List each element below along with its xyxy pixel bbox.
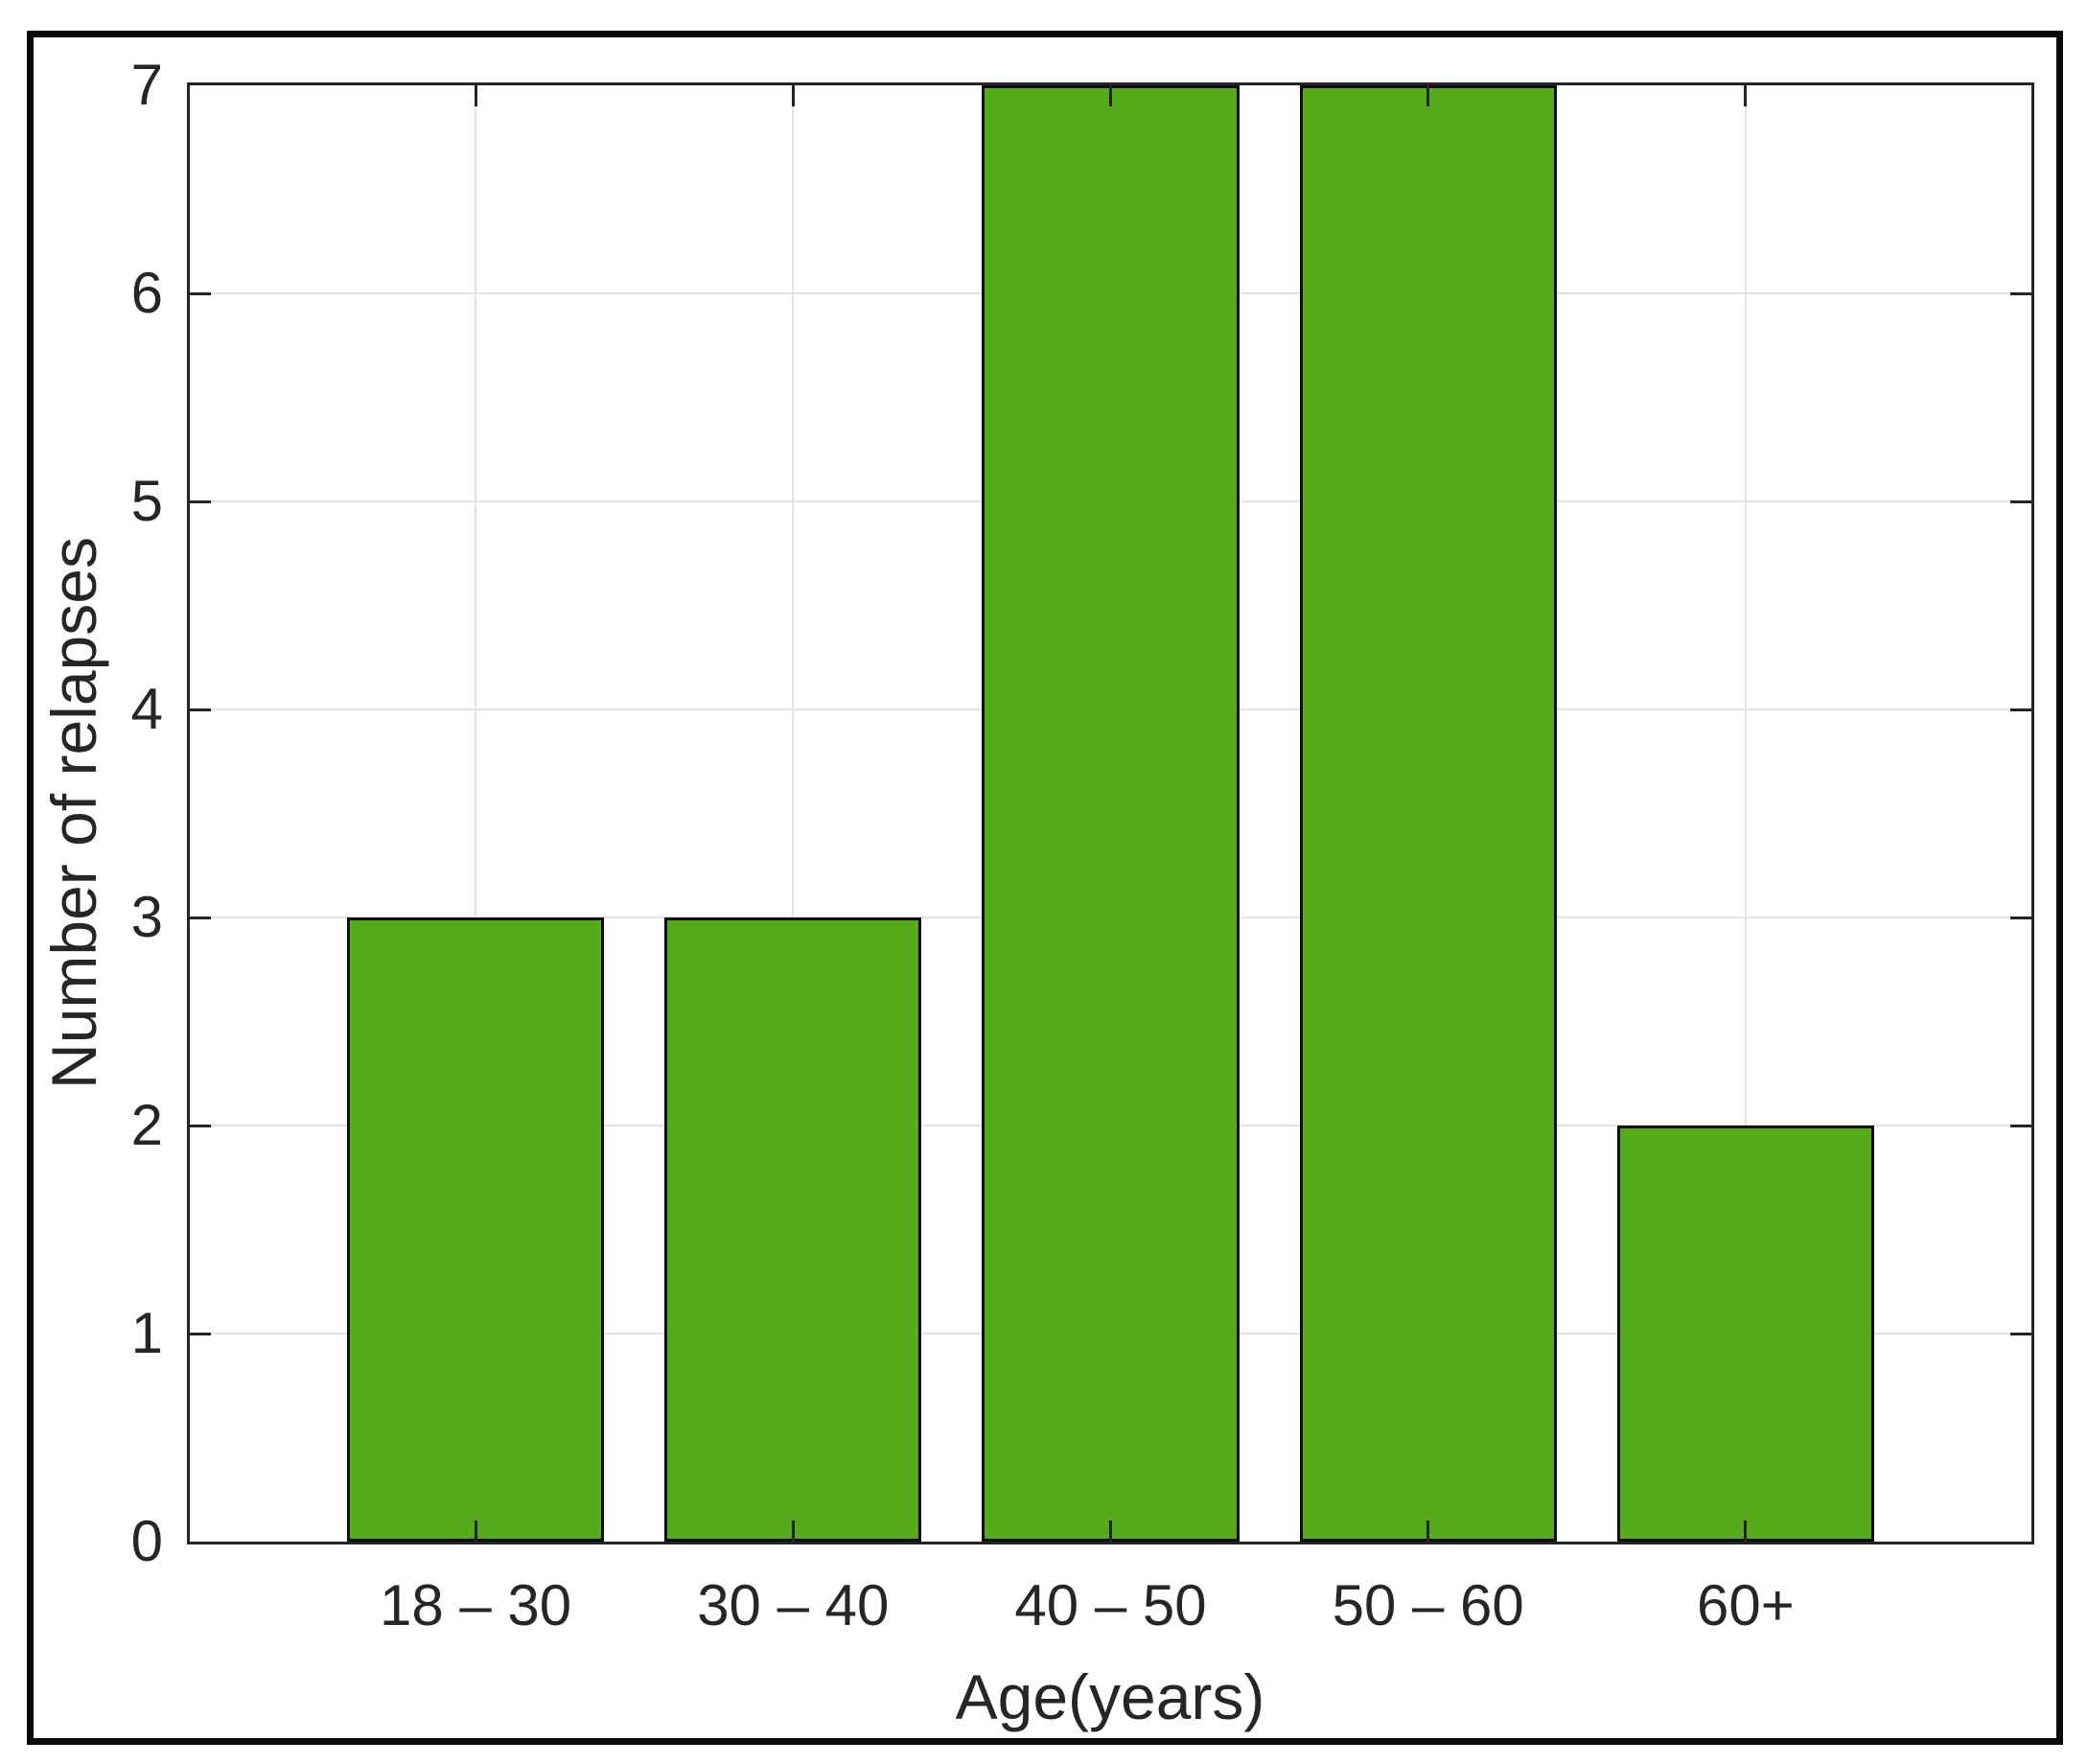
y-tick-label: 6 [130, 261, 163, 325]
y-tick-label: 1 [130, 1301, 163, 1365]
y-tick-mark-right [2010, 916, 2031, 919]
y-tick-mark [190, 499, 211, 503]
x-tick-mark-top [1426, 85, 1430, 106]
y-tick-mark [190, 291, 211, 295]
y-tick-mark-right [2010, 291, 2031, 295]
bar [1299, 85, 1557, 1542]
x-tick-mark-top [791, 85, 795, 106]
x-axis-title: Age(years) [955, 1661, 1265, 1732]
x-tick-mark [1744, 1520, 1748, 1542]
bar [1616, 1126, 1875, 1542]
x-tick-label: 60+ [1697, 1573, 1795, 1637]
y-tick-mark-right [2010, 708, 2031, 711]
x-tick-label: 30 – 40 [697, 1573, 890, 1637]
x-tick-mark-top [1109, 85, 1112, 106]
y-tick-mark-right [2010, 1124, 2031, 1127]
bar [664, 917, 922, 1542]
x-tick-mark [1426, 1520, 1430, 1542]
y-tick-mark-right [2010, 1332, 2031, 1335]
y-tick-mark [190, 708, 211, 711]
x-tick-label: 40 – 50 [1014, 1573, 1207, 1637]
y-tick-label: 3 [130, 885, 163, 949]
gridline-vertical [475, 85, 477, 1542]
y-tick-label: 4 [130, 677, 163, 741]
x-tick-mark [791, 1520, 795, 1542]
y-tick-mark [190, 916, 211, 919]
y-tick-label: 0 [130, 1509, 163, 1573]
x-tick-mark [474, 1520, 477, 1542]
x-tick-label: 50 – 60 [1332, 1573, 1524, 1637]
y-tick-mark [190, 1332, 211, 1335]
x-tick-mark-top [1744, 85, 1748, 106]
gridline-vertical [1744, 85, 1747, 1542]
x-tick-mark [1109, 1520, 1112, 1542]
x-tick-label: 18 – 30 [379, 1573, 572, 1637]
y-tick-label: 2 [130, 1093, 163, 1157]
bar [982, 85, 1240, 1542]
gridline-vertical [792, 85, 795, 1542]
plot-area [187, 82, 2034, 1544]
y-tick-mark [190, 1124, 211, 1127]
y-tick-mark-right [2010, 499, 2031, 503]
x-tick-mark-top [474, 85, 477, 106]
y-tick-label: 5 [130, 469, 163, 533]
bar [346, 917, 605, 1542]
y-tick-label: 7 [130, 53, 163, 117]
y-axis-title: Number of relapses [38, 537, 109, 1089]
